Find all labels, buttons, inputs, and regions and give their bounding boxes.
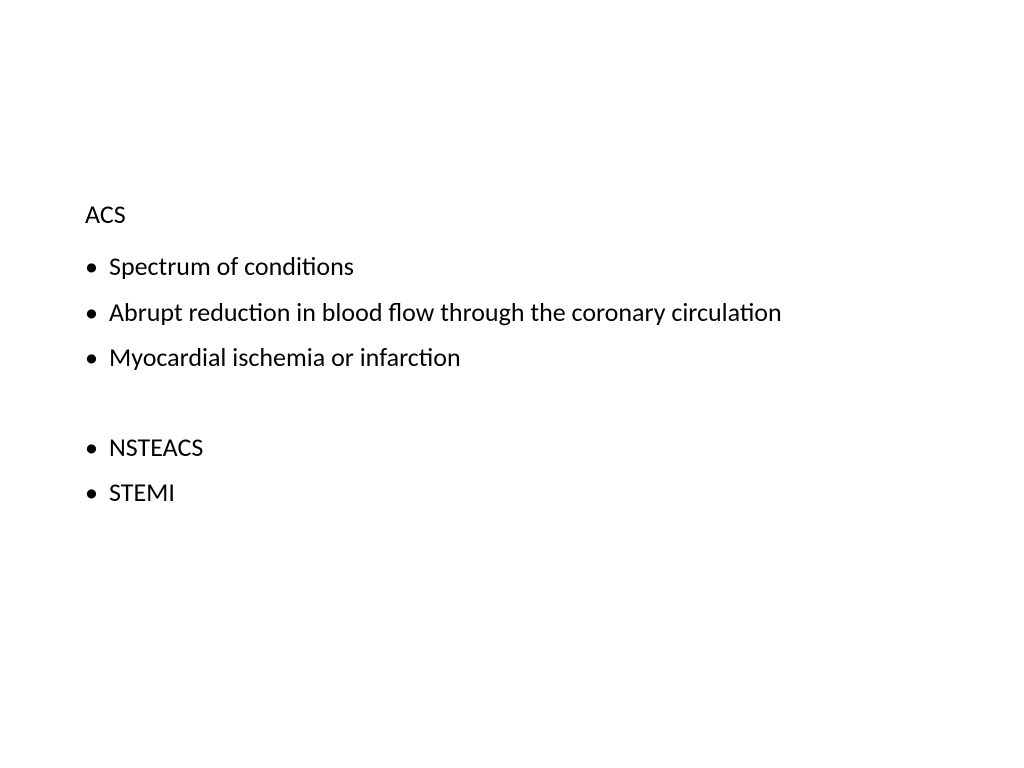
- spacer: [85, 381, 945, 425]
- slide-content: ACS Spectrum of conditions Abrupt reduct…: [85, 198, 945, 516]
- bullet-item: Abrupt reduction in blood flow through t…: [85, 290, 945, 336]
- bullet-item: NSTEACS: [85, 425, 945, 471]
- bullet-item: Myocardial ischemia or infarction: [85, 335, 945, 381]
- slide-heading: ACS: [85, 198, 945, 230]
- bullet-list-2: NSTEACS STEMI: [85, 425, 945, 516]
- bullet-item: Spectrum of conditions: [85, 244, 945, 290]
- bullet-list-1: Spectrum of conditions Abrupt reduction …: [85, 244, 945, 381]
- bullet-item: STEMI: [85, 470, 945, 516]
